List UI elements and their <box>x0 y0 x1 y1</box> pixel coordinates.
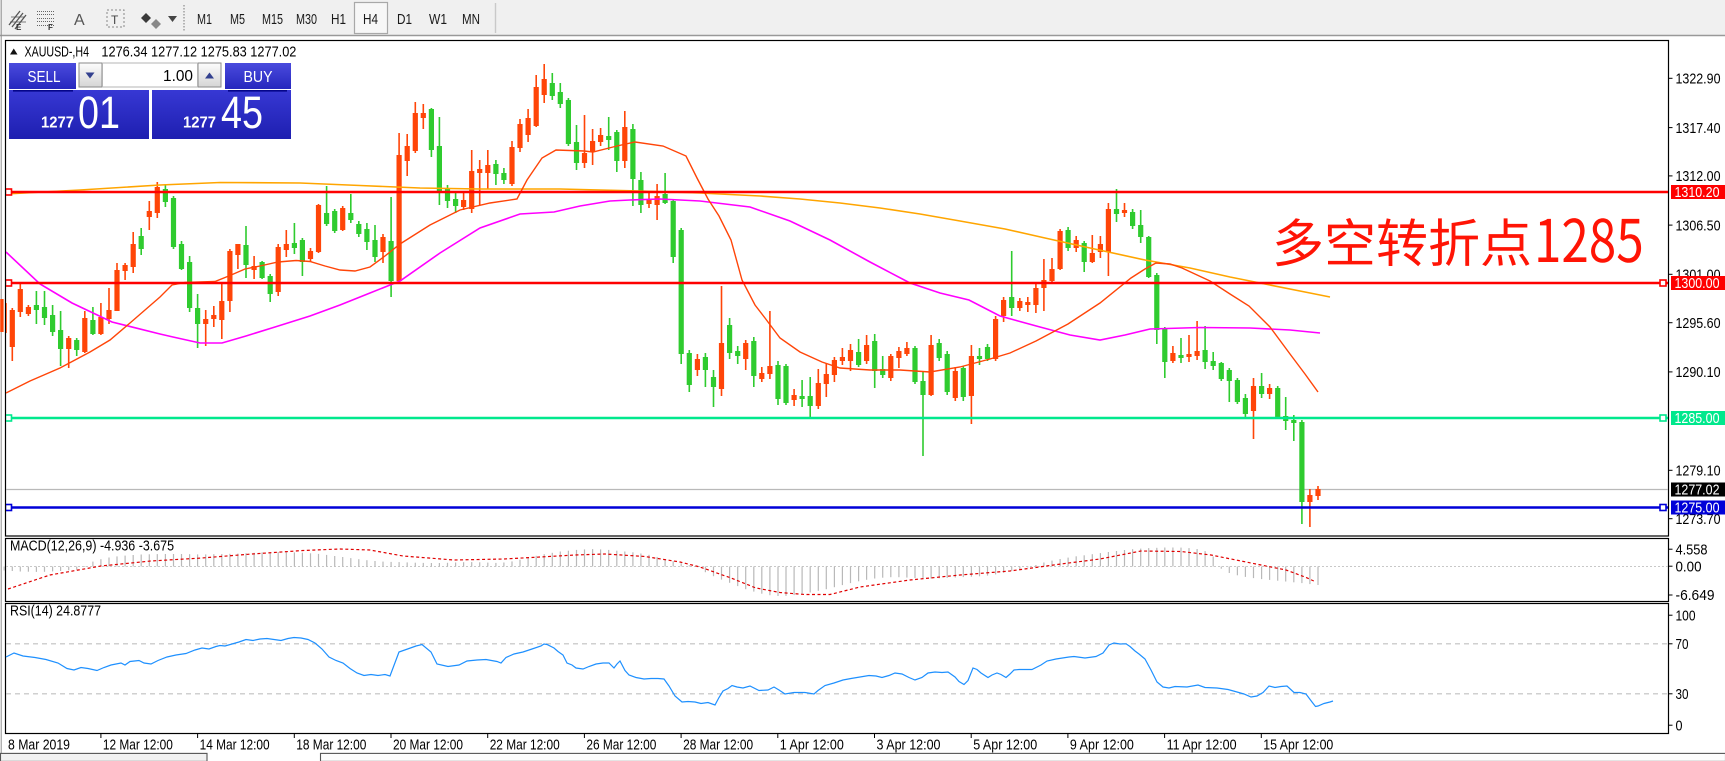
svg-text:1312.00: 1312.00 <box>1676 168 1721 185</box>
svg-text:18 Mar 12:00: 18 Mar 12:00 <box>296 737 366 754</box>
svg-text:F: F <box>48 23 53 32</box>
svg-text:T: T <box>111 13 119 27</box>
svg-text:3 Apr 12:00: 3 Apr 12:00 <box>877 737 941 754</box>
svg-text:1290.10: 1290.10 <box>1676 364 1721 381</box>
svg-text:1277.02: 1277.02 <box>1675 482 1720 499</box>
svg-text:100: 100 <box>1676 607 1696 624</box>
svg-text:D1: D1 <box>397 11 412 28</box>
svg-text:45: 45 <box>221 87 263 138</box>
svg-text:4.558: 4.558 <box>1676 541 1708 558</box>
svg-text:70: 70 <box>1676 636 1689 653</box>
svg-text:M5: M5 <box>230 11 245 28</box>
svg-text:M15: M15 <box>262 11 283 28</box>
svg-text:1306.50: 1306.50 <box>1676 217 1721 234</box>
svg-text:15 Apr 12:00: 15 Apr 12:00 <box>1263 737 1333 754</box>
svg-text:1277: 1277 <box>183 115 216 132</box>
svg-text:30: 30 <box>1676 686 1689 703</box>
svg-text:1310.20: 1310.20 <box>1675 184 1720 201</box>
svg-text:1300.00: 1300.00 <box>1675 275 1720 292</box>
svg-text:0: 0 <box>1676 717 1683 734</box>
svg-text:-6.649: -6.649 <box>1676 587 1715 604</box>
svg-text:H4: H4 <box>363 11 378 28</box>
svg-text:RSI(14) 24.8777: RSI(14) 24.8777 <box>10 603 101 620</box>
svg-text:1273.70: 1273.70 <box>1676 511 1721 528</box>
svg-text:1322.90: 1322.90 <box>1676 71 1721 88</box>
svg-text:26 Mar 12:00: 26 Mar 12:00 <box>586 737 656 754</box>
svg-text:9 Apr 12:00: 9 Apr 12:00 <box>1070 737 1134 754</box>
svg-text:MN: MN <box>462 11 480 28</box>
svg-text:28 Mar 12:00: 28 Mar 12:00 <box>683 737 753 754</box>
svg-text:BUY: BUY <box>244 69 273 86</box>
svg-text:XAUUSD-,H4: XAUUSD-,H4 <box>25 43 90 60</box>
svg-text:1276.34 1277.12 1275.83 1277.0: 1276.34 1277.12 1275.83 1277.02 <box>101 43 296 60</box>
svg-text:0.00: 0.00 <box>1676 558 1702 575</box>
svg-text:20 Mar 12:00: 20 Mar 12:00 <box>393 737 463 754</box>
svg-text:14 Mar 12:00: 14 Mar 12:00 <box>200 737 270 754</box>
svg-text:1295.60: 1295.60 <box>1676 315 1721 332</box>
svg-text:SELL: SELL <box>28 69 61 86</box>
svg-text:8 Mar 2019: 8 Mar 2019 <box>8 737 70 754</box>
svg-text:1317.40: 1317.40 <box>1676 120 1721 137</box>
svg-text:1 Apr 12:00: 1 Apr 12:00 <box>780 737 844 754</box>
svg-text:1279.10: 1279.10 <box>1676 463 1721 480</box>
svg-text:MACD(12,26,9) -4.936 -3.675: MACD(12,26,9) -4.936 -3.675 <box>10 538 174 555</box>
svg-text:1277: 1277 <box>41 115 74 132</box>
svg-text:1285.00: 1285.00 <box>1675 410 1720 427</box>
svg-text:M1: M1 <box>197 11 212 28</box>
svg-text:12 Mar 12:00: 12 Mar 12:00 <box>103 737 173 754</box>
svg-text:A: A <box>74 12 85 29</box>
svg-text:W1: W1 <box>429 11 447 28</box>
svg-text:11 Apr 12:00: 11 Apr 12:00 <box>1167 737 1237 754</box>
svg-text:E: E <box>16 23 22 32</box>
svg-text:5 Apr 12:00: 5 Apr 12:00 <box>973 737 1037 754</box>
svg-text:M30: M30 <box>296 11 317 28</box>
svg-text:22 Mar 12:00: 22 Mar 12:00 <box>490 737 560 754</box>
svg-text:01: 01 <box>78 87 120 138</box>
svg-text:H1: H1 <box>331 11 346 28</box>
svg-text:1275.00: 1275.00 <box>1675 500 1720 517</box>
svg-text:1.00: 1.00 <box>163 68 193 85</box>
